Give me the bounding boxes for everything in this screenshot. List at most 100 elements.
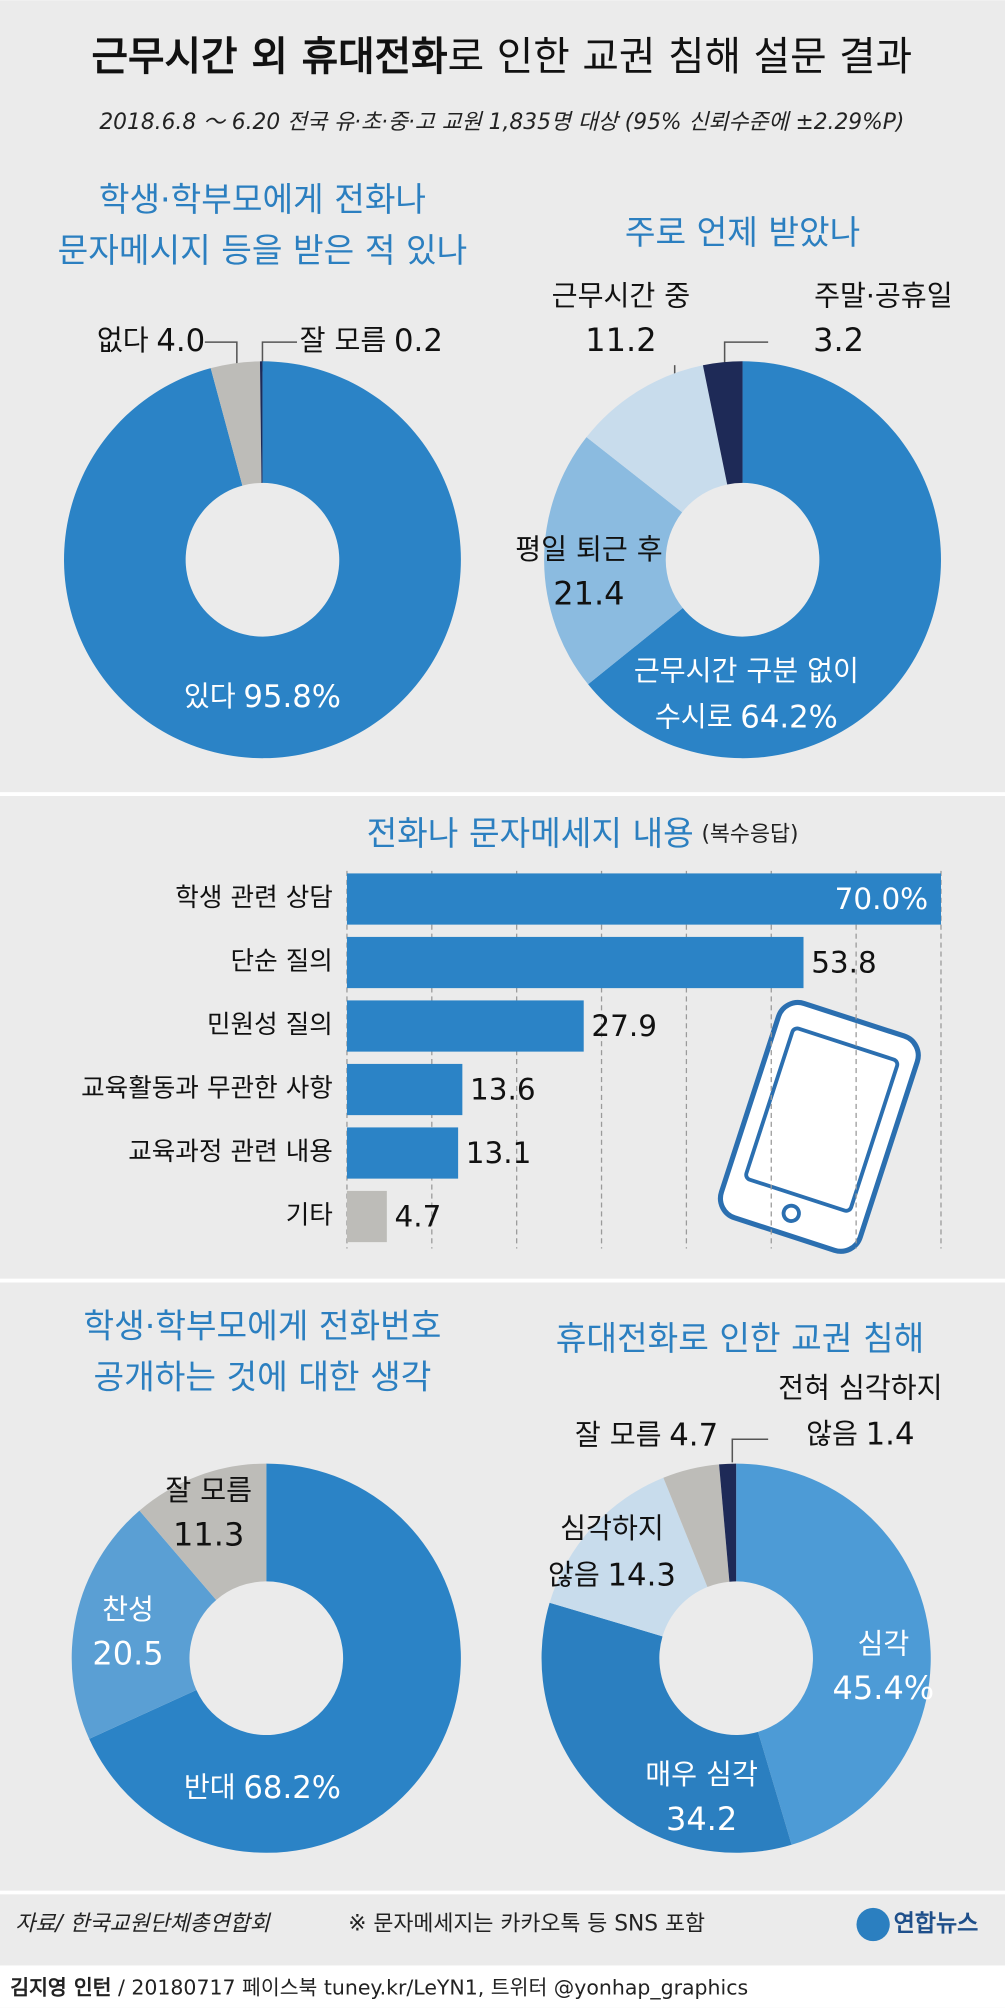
pie-slice [588,361,941,759]
pie-slice [544,437,683,685]
slice-category: 평일 퇴근 후 [515,533,662,566]
slice-category: 전혀 심각하지 [778,1371,942,1404]
pie-slice [719,1463,737,1582]
slice-label: 전혀 심각하지 [778,1371,942,1404]
slice-category: 근무시간 중 [552,279,690,312]
leader-line [723,341,769,366]
phone-button [781,1203,801,1223]
pie-slice [139,1463,267,1600]
chart-title: 학생·학부모에게 전화번호 [84,1306,442,1345]
chart-title-main: 전화나 문자메세지 내용 [367,814,694,853]
chart-title: 전화나 문자메세지 내용 (복수응답) [367,814,799,853]
pie-slice [549,1477,708,1637]
slice-label: 반대 68.2% [184,1769,341,1805]
leader-line [731,1438,769,1463]
pie-slice [259,361,263,483]
credit: 김지영 인턴 / 20180717 페이스북 tuney.kr/LeYN1, 트위… [10,1976,748,2001]
credit-strip [0,1965,1005,2008]
bar [346,936,804,989]
slice-value: 20.5 [92,1635,163,1673]
value-label: 70.0% [835,882,929,916]
slice-category: 않음 [806,1417,858,1450]
slice-value: 3.2 [813,321,864,359]
slice-value: 45.4% [833,1669,935,1707]
value-label: 13.1 [466,1136,532,1170]
pie-slice [736,1463,931,1845]
slice-label: 않음 1.4 [806,1416,914,1452]
slice-category: 주말·공휴일 [814,279,952,312]
slice-value: 95.8% [243,679,341,715]
value-label: 13.6 [470,1072,536,1106]
category-label: 교육활동과 무관한 사항 [81,1074,333,1104]
credit-name: 김지영 인턴 [10,1976,111,2000]
source: 자료/ 한국교원단체총연합회 [15,1912,271,1937]
value-label: 4.7 [395,1199,442,1233]
slice-label: 있다 95.8% [184,679,341,715]
category-label: 민원성 질의 [207,1010,333,1040]
category-label: 교육과정 관련 내용 [128,1137,333,1167]
slice-category: 잘 모름 [575,1419,662,1452]
chart-title: 공개하는 것에 대한 생각 [94,1358,432,1397]
slice-label: 않음 14.3 [548,1557,676,1593]
slice-category: 수시로 [655,701,733,734]
pie-slice [541,1602,792,1853]
slice-label: 근무시간 구분 없이 [634,654,859,687]
slice-category: 매우 심각 [645,1758,758,1791]
main-title-rest: 로 인한 교권 침해 설문 결과 [448,34,913,80]
slice-value: 11.3 [173,1516,244,1554]
logo-icon [856,1907,890,1942]
subtitle: 2018.6.8 ～ 6.20 전국 유·초·중·고 교원 1,835명 대상 … [99,110,904,135]
value-label: 27.9 [591,1009,657,1043]
slice-value: 14.3 [608,1557,676,1593]
category-label: 학생 관련 상담 [175,883,333,913]
logo: 연합뉴스 [894,1911,979,1937]
slice-category: 심각 [857,1627,909,1660]
pie-slice [663,1464,730,1587]
bar [346,1127,459,1179]
slice-category: 잘 모름 [165,1474,252,1507]
bar [346,873,941,925]
slice-category: 심각하지 [560,1512,664,1545]
slice-category: 않음 [548,1558,600,1591]
phone-body [717,999,921,1254]
bar [346,1190,387,1243]
slice-label: 수시로 64.2% [655,699,838,735]
slice-label: 잘 모름 4.7 [575,1417,718,1453]
pie-slice [586,365,728,513]
category-label: 기타 [286,1201,333,1231]
pie-slice [64,361,461,759]
slice-label: 없다 4.0 [97,323,205,359]
chart-title-note: (복수응답) [701,822,798,847]
slice-value: 4.7 [669,1417,718,1453]
main-title: 근무시간 외 휴대전화로 인한 교권 침해 설문 결과 [92,34,913,80]
chart-title: 휴대전화로 인한 교권 침해 [556,1319,924,1358]
slice-value: 64.2% [740,699,838,735]
pie-slice [210,361,262,486]
slice-value: 11.2 [585,321,656,359]
phone-icon [717,999,921,1254]
chart-title: 주로 언제 받았나 [625,213,860,252]
pie-slice [71,1510,217,1739]
bar [346,1063,463,1116]
slice-category: 잘 모름 [300,324,387,357]
slice-label: 심각하지 [560,1512,664,1545]
slice-value: 34.2 [666,1800,737,1838]
slice-value: 1.4 [866,1416,915,1452]
pie-slice [702,361,743,485]
category-label: 단순 질의 [231,947,333,977]
slice-value: 21.4 [553,575,624,613]
slice-label: 잘 모름 0.2 [300,323,443,359]
chart-title: 학생·학부모에게 전화나 [99,180,426,219]
credit-rest: / 20180717 페이스북 tuney.kr/LeYN1, 트위터 @yon… [118,1976,748,2001]
phone-screen [744,1026,900,1213]
note: ※ 문자메세지는 카카오톡 등 SNS 포함 [348,1912,705,1937]
slice-category: 있다 [184,680,236,713]
slice-value: 0.2 [394,323,443,359]
slice-category: 찬성 [102,1593,154,1626]
slice-value: 4.0 [156,323,205,359]
main-title-bold: 근무시간 외 휴대전화 [92,34,448,80]
slice-category: 없다 [97,324,149,357]
pie-slice [89,1463,461,1853]
slice-category: 반대 [184,1771,236,1804]
